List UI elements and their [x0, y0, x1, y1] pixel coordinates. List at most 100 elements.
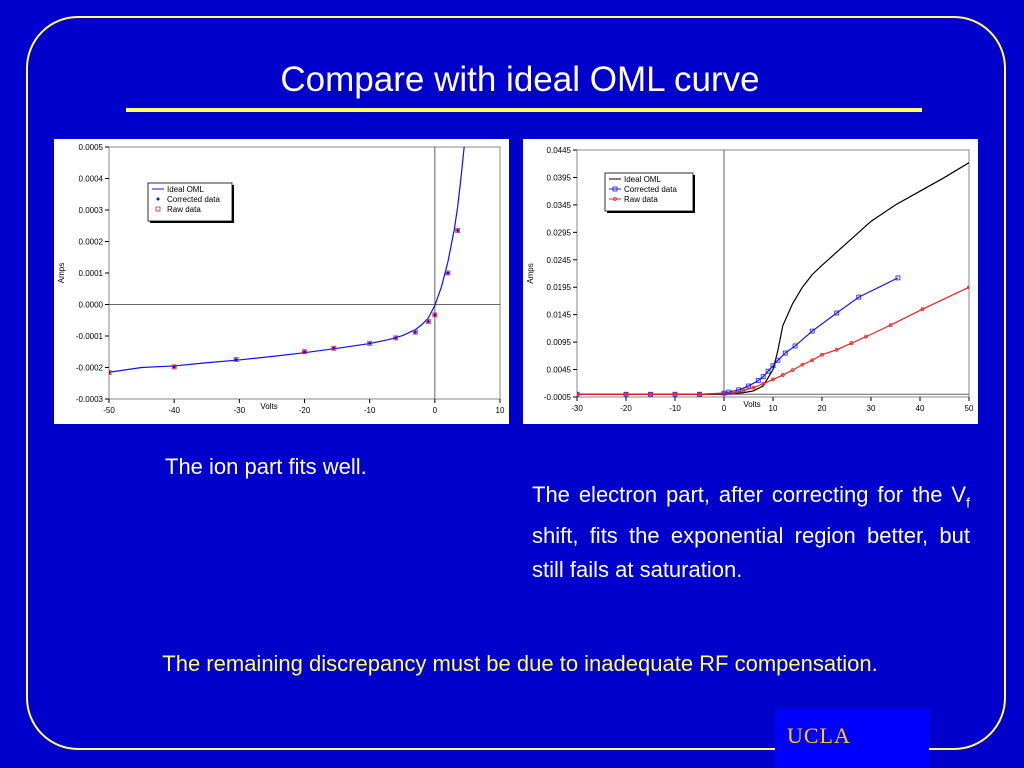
ucla-logo-text: UCLA [787, 723, 851, 748]
data-point [233, 357, 239, 363]
legend-swatch-circle [613, 197, 617, 201]
x-tick-label: -40 [168, 406, 180, 415]
series-line [577, 277, 899, 395]
slide-frame [26, 16, 1006, 750]
data-point [920, 307, 925, 312]
slide-title: Compare with ideal OML curve [280, 60, 760, 99]
data-point [172, 365, 176, 369]
x-tick-label: 10 [769, 404, 778, 413]
x-tick-label: 0 [433, 406, 438, 415]
x-tick-label: 50 [965, 404, 974, 413]
data-point [765, 368, 771, 374]
y-tick-label: 0.0145 [547, 311, 572, 320]
plot-series-group [109, 146, 465, 375]
data-point [780, 373, 785, 377]
data-point [800, 362, 805, 367]
legend-swatch-dot [156, 197, 160, 201]
chart-svg: 0.0005 0.0004 0.0003 0.0002 0.0001 0.0000 -0.0… [57, 143, 505, 415]
electron-caption: The electron part, after correcting for … [532, 478, 970, 587]
y-tick-label: 0.0004 [79, 175, 104, 184]
ion-current-chart: 0.0005 0.0004 0.0003 0.0002 0.0001 0.0000 -0.0… [54, 139, 509, 424]
data-point [731, 390, 736, 395]
data-point [741, 388, 746, 393]
data-point [171, 364, 177, 370]
x-tick-label: 40 [916, 404, 925, 413]
legend-entry: Ideal OML [624, 175, 661, 184]
data-point [432, 312, 438, 318]
legend-entry: Raw data [167, 205, 201, 214]
y-tick-label: 0.0005 [79, 143, 104, 152]
x-tick-label: -30 [571, 404, 583, 413]
data-point [433, 313, 437, 317]
data-point [673, 392, 677, 397]
data-point [775, 357, 781, 363]
data-point [577, 392, 579, 397]
electron-caption-part1: The electron part, after correcting for … [532, 482, 967, 507]
data-point [648, 392, 653, 397]
y-tick-label: 0.0095 [547, 338, 572, 347]
data-point [834, 347, 839, 352]
data-point [722, 391, 726, 396]
y-axis-title: Amps [57, 263, 66, 283]
data-point [864, 334, 869, 339]
data-point [746, 383, 751, 389]
y-tick-label: 0.0001 [79, 269, 104, 278]
y-tick-label: 0.0445 [547, 146, 572, 155]
data-point [809, 328, 815, 334]
plot-series-group [577, 162, 969, 397]
y-tick-label: -0.0001 [76, 332, 104, 341]
data-point [234, 358, 238, 362]
ucla-logo: UCLA [775, 709, 929, 768]
data-point [792, 343, 798, 349]
data-point [394, 336, 398, 340]
data-point [367, 340, 373, 346]
data-point [810, 358, 815, 363]
y-tick-label: 0.0395 [547, 173, 572, 182]
y-tick-label: 0.0295 [547, 228, 572, 237]
ion-caption: The ion part fits well. [165, 454, 367, 479]
series-line [109, 146, 465, 373]
y-tick-label: -0.0002 [76, 364, 104, 373]
electron-current-chart: 0.0445 0.0395 0.0345 0.0295 0.0245 0.0195 0.01… [523, 139, 978, 424]
y-tick-label: 0.0000 [79, 301, 104, 310]
data-point [770, 363, 776, 369]
legend-entry: Ideal OML [167, 185, 204, 194]
y-tick-label: 0.0345 [547, 201, 572, 210]
y-tick-label: 0.0195 [547, 283, 572, 292]
legend-entry: Corrected data [167, 195, 220, 204]
legend-swatch-square [612, 186, 618, 192]
data-point [109, 371, 111, 375]
data-point [726, 389, 732, 395]
legend-entry: Corrected data [624, 185, 677, 194]
data-point [393, 335, 399, 341]
x-tick-label: -20 [620, 404, 632, 413]
x-tick-label: 30 [867, 404, 876, 413]
y-tick-label: 0.0045 [547, 366, 572, 375]
data-point [755, 378, 761, 383]
data-point [849, 341, 854, 346]
vf-subscript: f [966, 494, 970, 511]
x-tick-label: -30 [234, 406, 246, 415]
y-tick-label: 0.0002 [79, 238, 104, 247]
data-point [303, 350, 306, 354]
bottom-note: The remaining discrepancy must be due to… [162, 651, 878, 676]
y-tick-label: 0.0003 [79, 206, 104, 215]
data-point [445, 270, 451, 276]
data-point [426, 320, 430, 324]
x-tick-label: -10 [669, 404, 681, 413]
data-point [760, 374, 766, 380]
data-point [332, 346, 336, 350]
y-tick-label: -0.0003 [76, 395, 104, 404]
data-point [455, 228, 461, 233]
chart-svg: 0.0445 0.0395 0.0345 0.0295 0.0245 0.0195 0.01… [526, 146, 974, 413]
x-tick-label: -20 [299, 406, 311, 415]
data-point [697, 392, 702, 397]
data-point [761, 381, 766, 386]
data-point [967, 285, 969, 290]
data-point [425, 319, 431, 324]
data-point [751, 385, 756, 390]
x-axis-title: Volts [743, 400, 760, 409]
x-tick-label: -50 [103, 406, 115, 415]
